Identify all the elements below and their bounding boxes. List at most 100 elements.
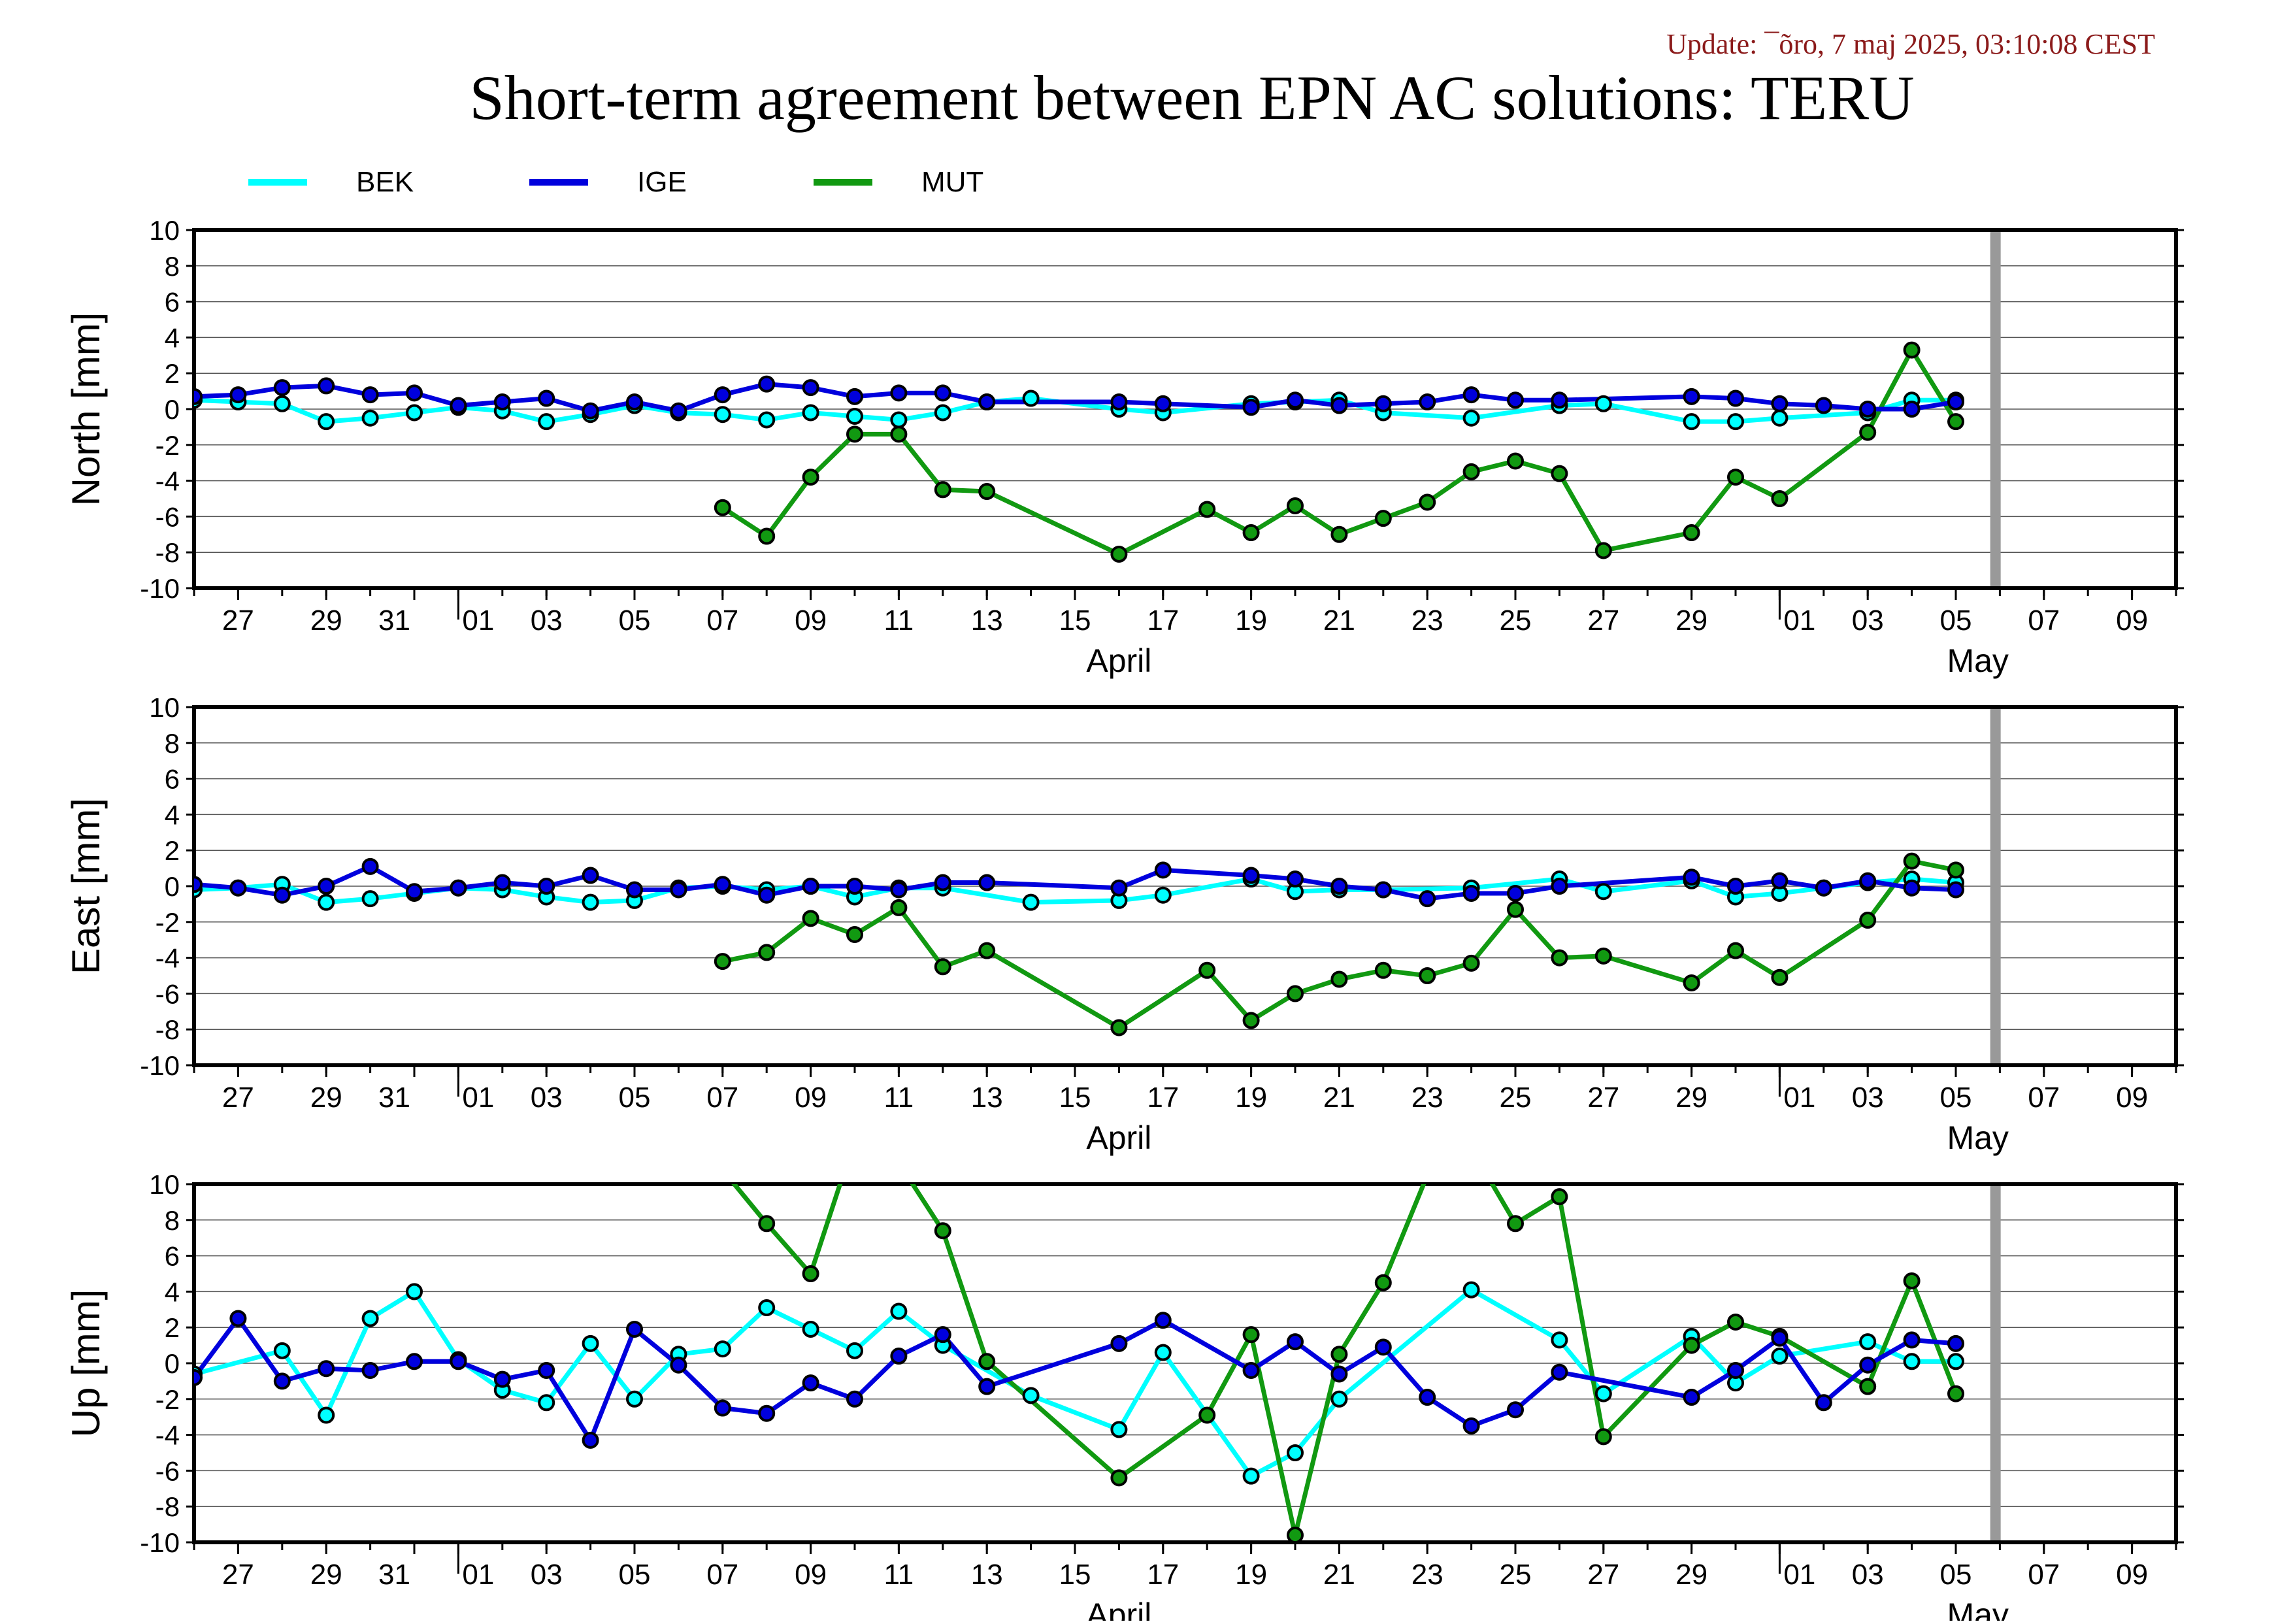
x-tick-label: 07 [2028, 605, 2060, 637]
point-mut [1771, 969, 1789, 986]
x-tick-label: 21 [1323, 605, 1355, 637]
x-tick-label: 03 [531, 605, 563, 637]
point-mut [934, 1222, 951, 1240]
x-tick-label: 31 [378, 1082, 410, 1114]
x-tick-label: 17 [1147, 1559, 1179, 1591]
x-tick-label: 05 [619, 1559, 651, 1591]
point-ige [1551, 1363, 1568, 1381]
x-tick-label: 03 [1852, 1559, 1884, 1591]
x-tick-label: 03 [1852, 1082, 1884, 1114]
x-tick-label: 29 [310, 1082, 342, 1114]
point-ige [714, 1399, 731, 1417]
x-tick-label: 13 [971, 605, 1003, 637]
x-tick-label: 19 [1235, 1082, 1267, 1114]
point-ige [1727, 878, 1744, 895]
point-mut [758, 527, 776, 545]
x-tick-label: 09 [795, 1559, 827, 1591]
y-tick-label: -8 [156, 537, 180, 568]
x-tick-label: 07 [2028, 1559, 2060, 1591]
x-tick-label: 19 [1235, 1559, 1267, 1591]
point-ige [1154, 861, 1172, 879]
series-line-mut [731, 1184, 1958, 1538]
point-mut [714, 499, 731, 516]
point-ige [1419, 890, 1436, 908]
x-tick-label: 23 [1411, 605, 1443, 637]
point-bek [1110, 1421, 1128, 1438]
x-tick-label: 01 [462, 1559, 494, 1591]
point-mut [1374, 1274, 1392, 1291]
point-ige [1330, 397, 1348, 414]
point-ige [1374, 1338, 1392, 1356]
series-group [194, 1168, 1964, 1542]
point-mut [1330, 1346, 1348, 1363]
point-mut [1507, 452, 1524, 470]
x-tick-label: 27 [222, 1559, 254, 1591]
point-bek [758, 411, 776, 429]
x-tick-label: 25 [1500, 1082, 1532, 1114]
point-ige [194, 876, 203, 893]
point-ige [450, 879, 467, 897]
point-mut [1198, 1406, 1216, 1424]
point-ige [406, 883, 423, 901]
point-mut [1420, 1168, 1434, 1182]
point-mut [1594, 542, 1612, 559]
point-ige [361, 1361, 379, 1379]
point-ige [1110, 879, 1128, 897]
point-mut [1198, 961, 1216, 979]
point-ige [1859, 1356, 1877, 1374]
point-ige [1462, 884, 1480, 902]
point-ige [1727, 389, 1744, 407]
point-ige [758, 375, 776, 393]
point-ige [1330, 1365, 1348, 1383]
point-ige [1859, 401, 1877, 418]
point-mut [1683, 1336, 1700, 1354]
point-ige [846, 388, 863, 405]
month-label: April [1086, 642, 1151, 679]
point-ige [670, 402, 687, 420]
point-bek [1287, 1444, 1304, 1461]
x-tick-label: 31 [378, 605, 410, 637]
point-bek [406, 1283, 423, 1301]
point-ige [318, 878, 335, 895]
point-bek [318, 413, 335, 431]
point-ige [1551, 878, 1568, 895]
y-tick-label: 8 [165, 251, 180, 282]
point-ige [934, 874, 951, 891]
point-ige [1859, 872, 1877, 889]
month-label: May [1947, 642, 2008, 679]
point-ige [538, 389, 555, 407]
point-bek [1330, 1390, 1348, 1408]
x-tick-label: 25 [1500, 1559, 1532, 1591]
x-tick-label: 07 [706, 1082, 738, 1114]
y-tick-label: 10 [149, 692, 180, 723]
x-tick-label: 01 [1783, 605, 1815, 637]
point-ige [1287, 391, 1304, 409]
point-bek [538, 413, 555, 431]
x-tick-label: 11 [884, 1559, 914, 1591]
point-ige [1507, 1401, 1524, 1419]
point-ige [493, 393, 511, 411]
point-bek [1683, 413, 1700, 431]
point-bek [1154, 886, 1172, 904]
y-tick-label: -8 [156, 1491, 180, 1522]
y-tick-label: -6 [156, 1455, 180, 1486]
point-bek [1594, 395, 1612, 412]
y-tick-label: 8 [165, 1205, 180, 1236]
panel-0: -10 -8 -6 -4 -2 0 2 4 6 8 10 27 29 31 01 03 05 07 09 11 13 15… [64, 215, 2184, 679]
point-ige [1507, 884, 1524, 902]
point-bek [846, 407, 863, 425]
point-bek [714, 406, 731, 423]
point-mut [1947, 1385, 1964, 1402]
y-tick-label: 10 [149, 215, 180, 246]
point-ige [1374, 395, 1392, 412]
x-tick-label: 27 [222, 605, 254, 637]
point-bek [318, 1406, 335, 1424]
point-mut [1903, 852, 1921, 870]
point-ige [194, 388, 203, 405]
point-mut [1771, 490, 1789, 507]
x-tick-label: 01 [1783, 1559, 1815, 1591]
point-mut [934, 481, 951, 499]
point-ige [670, 1356, 687, 1374]
point-ige [1154, 395, 1172, 412]
y-tick-label: 10 [149, 1169, 180, 1200]
